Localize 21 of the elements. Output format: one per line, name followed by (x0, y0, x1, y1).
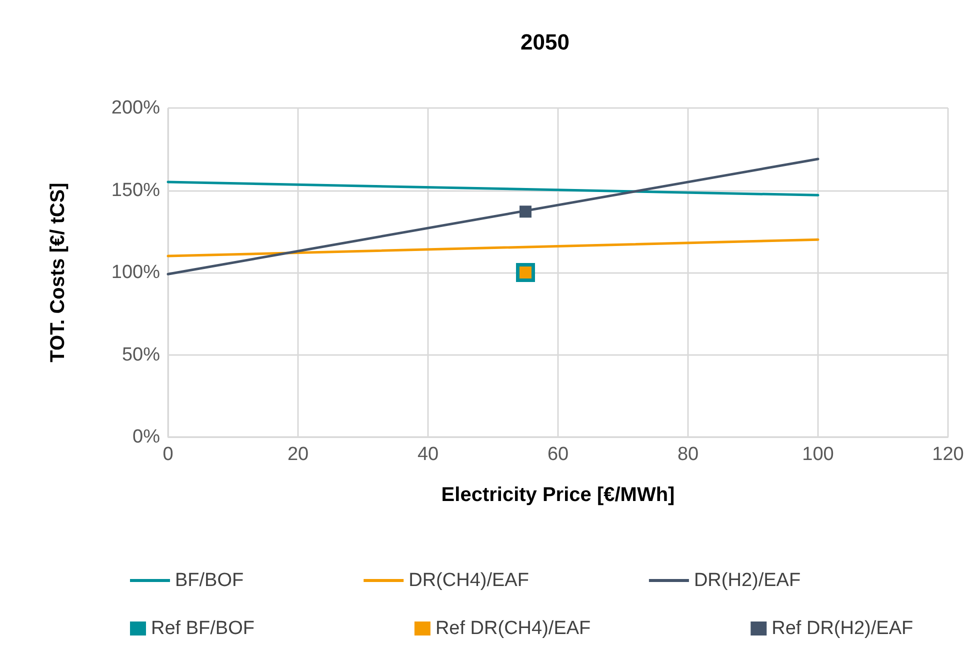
x-tick-label: 40 (417, 444, 439, 465)
x-axis-title: Electricity Price [€/MWh] (441, 484, 675, 506)
y-axis-title: TOT. Costs [€/ tCS] (47, 182, 69, 362)
y-tick-label: 0% (132, 426, 160, 448)
x-tick-label: 80 (677, 444, 699, 465)
y-tick-label: 200% (111, 98, 160, 118)
y-tick-label: 100% (111, 262, 160, 283)
legend-label: Ref BF/BOF (151, 618, 254, 639)
legend-label: DR(H2)/EAF (694, 570, 801, 591)
x-tick-label: 20 (287, 444, 309, 465)
x-tick-label: 120 (932, 444, 964, 465)
legend-label: BF/BOF (175, 570, 244, 591)
x-tick-label: 0 (162, 444, 174, 465)
legend-label: DR(CH4)/EAF (408, 570, 529, 591)
y-tick-label: 150% (111, 180, 160, 201)
x-tick-label: 100 (802, 444, 834, 465)
y-tick-label: 50% (122, 344, 160, 366)
legend-label: Ref DR(CH4)/EAF (435, 618, 591, 639)
legend-label: Ref DR(H2)/EAF (772, 618, 914, 639)
x-tick-label: 60 (547, 444, 569, 465)
chart-title: 2050 (520, 30, 570, 54)
